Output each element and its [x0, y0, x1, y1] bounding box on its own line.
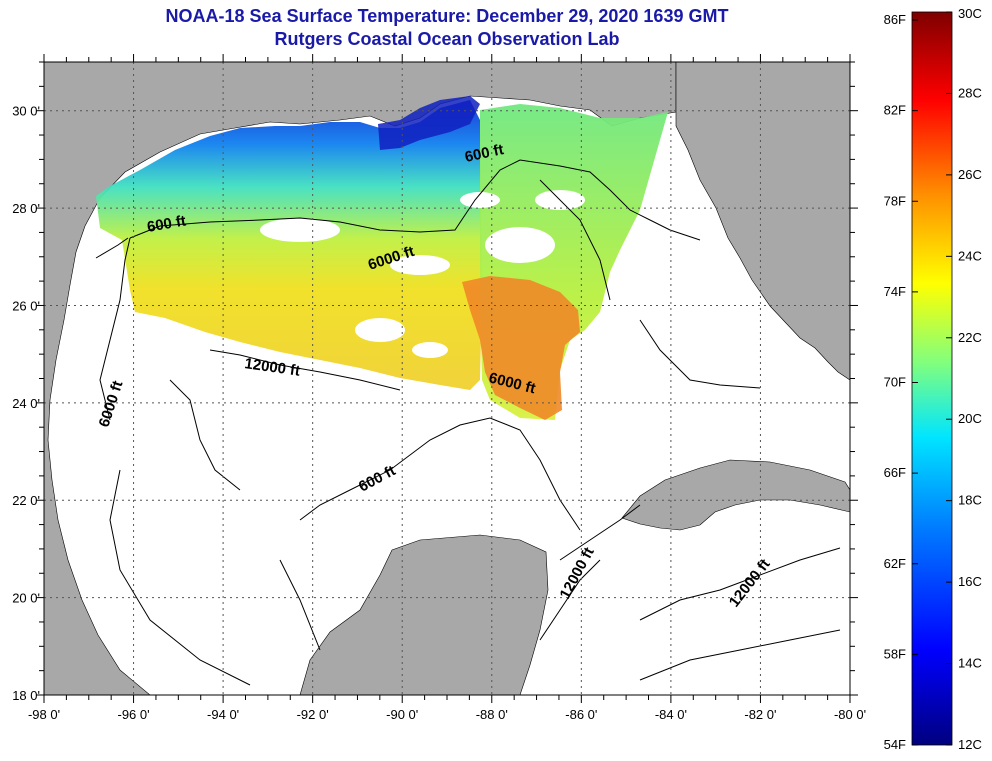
- map-title: NOAA-18 Sea Surface Temperature: Decembe…: [165, 6, 729, 26]
- map-subtitle: Rutgers Coastal Ocean Observation Lab: [274, 29, 620, 49]
- lon-tick-label: -88 0': [476, 707, 508, 722]
- sst-warm-patch: [462, 276, 580, 420]
- colorbar-f-label: 58F: [884, 646, 906, 661]
- lon-tick-label: -90 0': [386, 707, 418, 722]
- sst-cold-strip: [378, 96, 480, 150]
- land-yucatan: [299, 534, 549, 695]
- colorbar-c-label: 12C: [958, 737, 982, 752]
- colorbar-c-label: 18C: [958, 493, 982, 508]
- colorbar-f-label: 74F: [884, 284, 906, 299]
- colorbar-f-label: 86F: [884, 12, 906, 27]
- contour-label-600ft-west: 600 ft: [146, 212, 188, 236]
- lon-tick-label: -84 0': [655, 707, 687, 722]
- land-cuba: [621, 459, 850, 531]
- colorbar-f-label: 70F: [884, 375, 906, 390]
- axis-ticks: -98 0' -96 0' -94 0' -92 0' -90 0' -88 0' -86 …: [12, 54, 866, 722]
- lon-tick-label: -96 0': [117, 707, 149, 722]
- colorbar-labels: 86F 82F 78F 74F 70F 66F 62F 58F 54F 30C 28C 26C 24C 2…: [884, 6, 982, 752]
- lon-tick-label: -98 0': [28, 707, 60, 722]
- lon-tick-label: -82 0': [744, 707, 776, 722]
- land-florida: [675, 62, 850, 381]
- lat-tick-label: 28 0': [12, 201, 40, 216]
- lat-tick-label: 20 0': [12, 591, 40, 606]
- colorbar-c-label: 28C: [958, 85, 982, 100]
- lon-tick-label: -92 0': [297, 707, 329, 722]
- lon-tick-label: -86 0': [565, 707, 597, 722]
- cloud-gaps: [260, 190, 585, 358]
- colorbar-c-label: 26C: [958, 167, 982, 182]
- lon-tick-label: -94 0': [207, 707, 239, 722]
- colorbar-c-label: 20C: [958, 411, 982, 426]
- colorbar: [911, 11, 953, 746]
- colorbar-c-label: 14C: [958, 656, 982, 671]
- colorbar-f-label: 82F: [884, 103, 906, 118]
- lat-tick-label: 22 0': [12, 493, 40, 508]
- bathymetry-contours: [95, 159, 841, 686]
- colorbar-c-label: 16C: [958, 574, 982, 589]
- colorbar-f-label: 62F: [884, 556, 906, 571]
- sst-swath-west: [96, 100, 482, 390]
- lat-tick-label: 18 0': [12, 688, 40, 703]
- lat-tick-label: 26 0': [12, 298, 40, 313]
- colorbar-f-label: 54F: [884, 737, 906, 752]
- colorbar-f-label: 78F: [884, 193, 906, 208]
- graticule: [44, 62, 850, 695]
- colorbar-c-label: 24C: [958, 248, 982, 263]
- colorbar-f-label: 66F: [884, 465, 906, 480]
- colorbar-c-label: 30C: [958, 6, 982, 21]
- lat-tick-label: 24 0': [12, 396, 40, 411]
- lon-tick-label: -80 0': [834, 707, 866, 722]
- colorbar-c-label: 22C: [958, 330, 982, 345]
- lat-tick-label: 30 0': [12, 104, 40, 119]
